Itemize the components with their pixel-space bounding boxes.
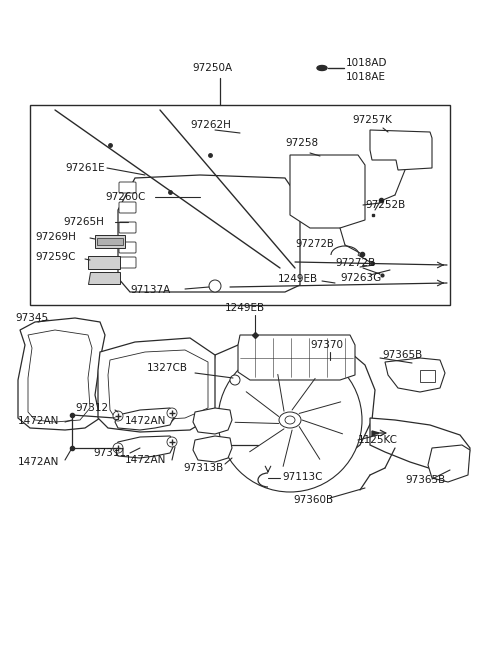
FancyBboxPatch shape bbox=[119, 242, 136, 253]
Text: 97345: 97345 bbox=[15, 313, 48, 323]
Polygon shape bbox=[385, 358, 445, 392]
Circle shape bbox=[209, 280, 221, 292]
Ellipse shape bbox=[168, 188, 223, 202]
Polygon shape bbox=[108, 350, 208, 420]
Text: 1472AN: 1472AN bbox=[125, 416, 167, 426]
Polygon shape bbox=[193, 436, 232, 462]
Polygon shape bbox=[118, 175, 300, 292]
Ellipse shape bbox=[279, 412, 301, 428]
Polygon shape bbox=[97, 238, 123, 245]
Text: 97261E: 97261E bbox=[65, 163, 105, 173]
Text: 97360B: 97360B bbox=[293, 495, 333, 505]
Text: 97113C: 97113C bbox=[282, 472, 323, 482]
Text: 97272B: 97272B bbox=[295, 239, 334, 249]
Text: 1249EB: 1249EB bbox=[225, 303, 265, 313]
Text: 1472AN: 1472AN bbox=[18, 457, 60, 467]
Text: 97313B: 97313B bbox=[183, 463, 223, 473]
Text: 97269H: 97269H bbox=[35, 232, 76, 242]
FancyBboxPatch shape bbox=[119, 222, 136, 233]
Text: 1472AN: 1472AN bbox=[125, 455, 167, 465]
Text: 97258: 97258 bbox=[285, 138, 318, 148]
Ellipse shape bbox=[168, 263, 223, 277]
Polygon shape bbox=[210, 338, 375, 468]
Polygon shape bbox=[428, 445, 470, 482]
Text: 97260C: 97260C bbox=[105, 192, 145, 202]
Polygon shape bbox=[98, 338, 215, 432]
Circle shape bbox=[113, 411, 123, 421]
FancyBboxPatch shape bbox=[119, 202, 136, 213]
Polygon shape bbox=[290, 155, 365, 228]
Polygon shape bbox=[88, 256, 120, 269]
Text: 1018AE: 1018AE bbox=[346, 72, 386, 82]
Text: 97257K: 97257K bbox=[352, 115, 392, 125]
Text: 97311: 97311 bbox=[93, 448, 126, 458]
Polygon shape bbox=[88, 272, 120, 284]
Text: 97250A: 97250A bbox=[192, 63, 232, 73]
Text: 97137A: 97137A bbox=[130, 285, 170, 295]
Polygon shape bbox=[95, 235, 125, 248]
Ellipse shape bbox=[168, 208, 223, 222]
Text: 97259C: 97259C bbox=[35, 252, 75, 262]
Ellipse shape bbox=[168, 248, 223, 262]
Polygon shape bbox=[115, 408, 175, 430]
Text: 97365B: 97365B bbox=[405, 475, 445, 485]
Text: 97263G: 97263G bbox=[340, 273, 381, 283]
Polygon shape bbox=[370, 418, 470, 472]
Text: 1249EB: 1249EB bbox=[278, 274, 318, 284]
Polygon shape bbox=[372, 431, 379, 435]
Circle shape bbox=[218, 348, 362, 492]
Polygon shape bbox=[193, 408, 232, 434]
Text: 1018AD: 1018AD bbox=[346, 58, 387, 68]
Circle shape bbox=[113, 443, 123, 453]
Ellipse shape bbox=[201, 192, 213, 200]
Text: 97252B: 97252B bbox=[365, 200, 405, 210]
Text: 97365B: 97365B bbox=[382, 350, 422, 360]
Ellipse shape bbox=[240, 284, 250, 291]
Polygon shape bbox=[370, 130, 432, 170]
Text: 97272B: 97272B bbox=[335, 258, 375, 268]
Text: 97265H: 97265H bbox=[63, 217, 104, 227]
Ellipse shape bbox=[168, 228, 223, 242]
Text: 1472AN: 1472AN bbox=[18, 416, 60, 426]
Polygon shape bbox=[420, 370, 435, 382]
Polygon shape bbox=[18, 318, 105, 430]
Circle shape bbox=[167, 408, 177, 418]
Circle shape bbox=[167, 437, 177, 447]
Polygon shape bbox=[30, 105, 450, 305]
Polygon shape bbox=[238, 335, 355, 380]
Polygon shape bbox=[115, 436, 175, 458]
FancyBboxPatch shape bbox=[119, 257, 136, 268]
Text: 1125KC: 1125KC bbox=[358, 435, 398, 445]
FancyBboxPatch shape bbox=[119, 182, 136, 193]
Text: 97312: 97312 bbox=[75, 403, 108, 413]
Text: 1327CB: 1327CB bbox=[147, 363, 188, 373]
Text: 97370: 97370 bbox=[310, 340, 343, 350]
Circle shape bbox=[230, 375, 240, 385]
Polygon shape bbox=[28, 330, 92, 422]
Ellipse shape bbox=[285, 416, 295, 424]
Text: 97262H: 97262H bbox=[190, 120, 231, 130]
Ellipse shape bbox=[317, 66, 327, 71]
